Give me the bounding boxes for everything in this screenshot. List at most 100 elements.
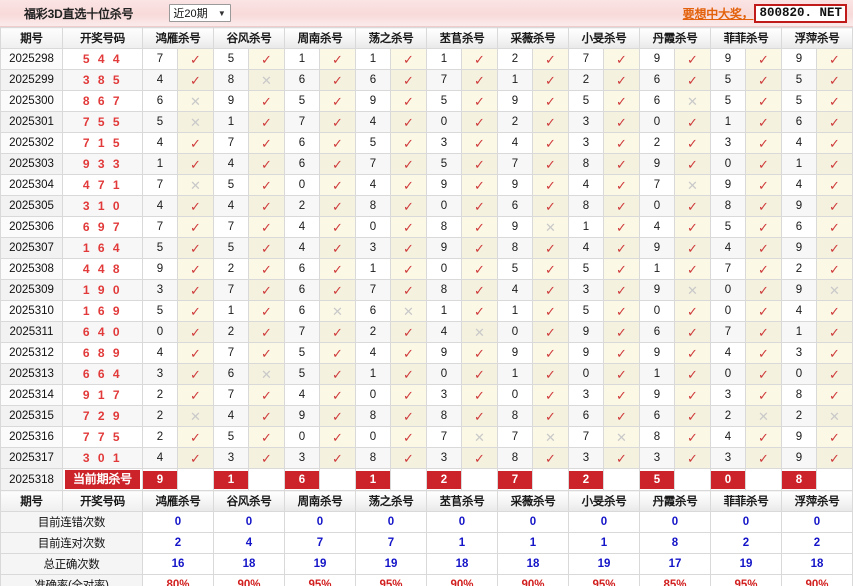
cell-kill-number: 0 xyxy=(710,363,746,385)
cell-kill-number: 7 xyxy=(142,174,178,196)
stats-value: 7 xyxy=(355,532,427,554)
cell-open-code: 7 2 9 xyxy=(62,405,143,427)
check-icon: ✓ xyxy=(816,48,853,70)
cell-kill-number: 8 xyxy=(497,237,533,259)
header-expert-3: 周南杀号 xyxy=(284,490,356,512)
cell-kill-number: 8 xyxy=(355,195,391,217)
cell-kill-number: 4 xyxy=(213,405,249,427)
check-icon: ✓ xyxy=(390,405,427,427)
check-icon: ✓ xyxy=(319,216,356,238)
cell-kill-number: 5 xyxy=(355,132,391,154)
cell-kill-number: 2 xyxy=(355,321,391,343)
cell-kill-number: 1 xyxy=(213,300,249,322)
cell-kill-number: 5 xyxy=(710,90,746,112)
cell-kill-number: 9 xyxy=(497,174,533,196)
cell-kill-number: 0 xyxy=(781,363,817,385)
cell-kill-number: 7 xyxy=(426,426,462,448)
cell-kill-number: 2 xyxy=(639,132,675,154)
promo-banner[interactable]: 要想中大奖， 800820. NET xyxy=(683,0,847,26)
cell-issue: 2025315 xyxy=(0,405,63,427)
cell-kill-number: 1 xyxy=(781,321,817,343)
stats-row: 目前连错次数00000000000 xyxy=(0,511,853,533)
check-icon: ✓ xyxy=(390,216,427,238)
check-icon: ✓ xyxy=(319,132,356,154)
stats-value: 95% xyxy=(710,574,782,586)
check-icon: ✓ xyxy=(177,48,214,70)
stats-value: 1 xyxy=(426,532,498,554)
cell-issue: 2025302 xyxy=(0,132,63,154)
stats-value: 1 xyxy=(497,532,569,554)
cell-kill-number: 9 xyxy=(568,321,604,343)
cell-kill-number: 2 xyxy=(142,426,178,448)
header-expert-5: 苤苢杀号 xyxy=(426,490,498,512)
check-icon: ✓ xyxy=(461,405,498,427)
check-icon: ✓ xyxy=(532,153,569,175)
check-icon: ✓ xyxy=(603,48,640,70)
cell-kill-number: 9 xyxy=(142,258,178,280)
cell-kill-number: 9 xyxy=(426,174,462,196)
cell-open-code: 1 9 0 xyxy=(62,279,143,301)
check-icon: ✓ xyxy=(674,300,711,322)
cell-kill-number: 6 xyxy=(639,69,675,91)
cell-kill-number: 2 xyxy=(710,405,746,427)
cell-kill-number: 4 xyxy=(284,216,320,238)
check-icon: ✓ xyxy=(603,300,640,322)
check-icon: ✓ xyxy=(674,237,711,259)
check-icon: ✓ xyxy=(816,447,853,469)
check-icon: ✓ xyxy=(532,342,569,364)
cell-open-code: 9 1 7 xyxy=(62,384,143,406)
check-icon: ✓ xyxy=(177,300,214,322)
check-icon: ✓ xyxy=(745,342,782,364)
cell-kill-number: 4 xyxy=(142,342,178,364)
cell-kill-number: 6 xyxy=(639,90,675,112)
cell-kill-number: 6 xyxy=(284,300,320,322)
check-icon: ✓ xyxy=(674,405,711,427)
check-icon: ✓ xyxy=(461,90,498,112)
cross-icon: ✕ xyxy=(674,279,711,301)
check-icon: ✓ xyxy=(461,237,498,259)
cell-kill-number: 5 xyxy=(213,426,249,448)
cross-icon: ✕ xyxy=(674,174,711,196)
cell-kill-number: 9 xyxy=(781,279,817,301)
cell-issue: 2025312 xyxy=(0,342,63,364)
cell-kill-number: 5 xyxy=(497,258,533,280)
check-icon: ✓ xyxy=(461,384,498,406)
check-icon: ✓ xyxy=(319,279,356,301)
cell-issue: 2025299 xyxy=(0,69,63,91)
cell-current-blank xyxy=(816,468,853,491)
cell-kill-number: 2 xyxy=(213,321,249,343)
check-icon: ✓ xyxy=(816,153,853,175)
check-icon: ✓ xyxy=(745,300,782,322)
cell-kill-number: 6 xyxy=(639,321,675,343)
check-icon: ✓ xyxy=(390,426,427,448)
stats-value: 95% xyxy=(284,574,356,586)
period-range-select[interactable]: 近20期 ▼ xyxy=(169,4,232,22)
cross-icon: ✕ xyxy=(461,426,498,448)
check-icon: ✓ xyxy=(603,195,640,217)
stats-value: 2 xyxy=(781,532,853,554)
check-icon: ✓ xyxy=(319,321,356,343)
page-title: 福彩3D直选十位杀号 xyxy=(24,6,134,21)
cell-kill-number: 7 xyxy=(213,384,249,406)
check-icon: ✓ xyxy=(319,48,356,70)
check-icon: ✓ xyxy=(461,69,498,91)
header-expert-3: 周南杀号 xyxy=(284,27,356,49)
check-icon: ✓ xyxy=(248,405,285,427)
check-icon: ✓ xyxy=(603,132,640,154)
cell-kill-number: 8 xyxy=(568,195,604,217)
check-icon: ✓ xyxy=(816,195,853,217)
cell-kill-number: 6 xyxy=(781,216,817,238)
cell-kill-number: 3 xyxy=(568,111,604,133)
stats-row: 总正确次数161819191818191719189 xyxy=(0,553,853,575)
stats-value: 2 xyxy=(710,532,782,554)
check-icon: ✓ xyxy=(603,216,640,238)
cell-current-kill: 8 xyxy=(781,468,817,491)
cell-kill-number: 9 xyxy=(639,279,675,301)
check-icon: ✓ xyxy=(461,342,498,364)
cell-open-code: 7 7 5 xyxy=(62,426,143,448)
cell-kill-number: 3 xyxy=(568,279,604,301)
check-icon: ✓ xyxy=(674,384,711,406)
